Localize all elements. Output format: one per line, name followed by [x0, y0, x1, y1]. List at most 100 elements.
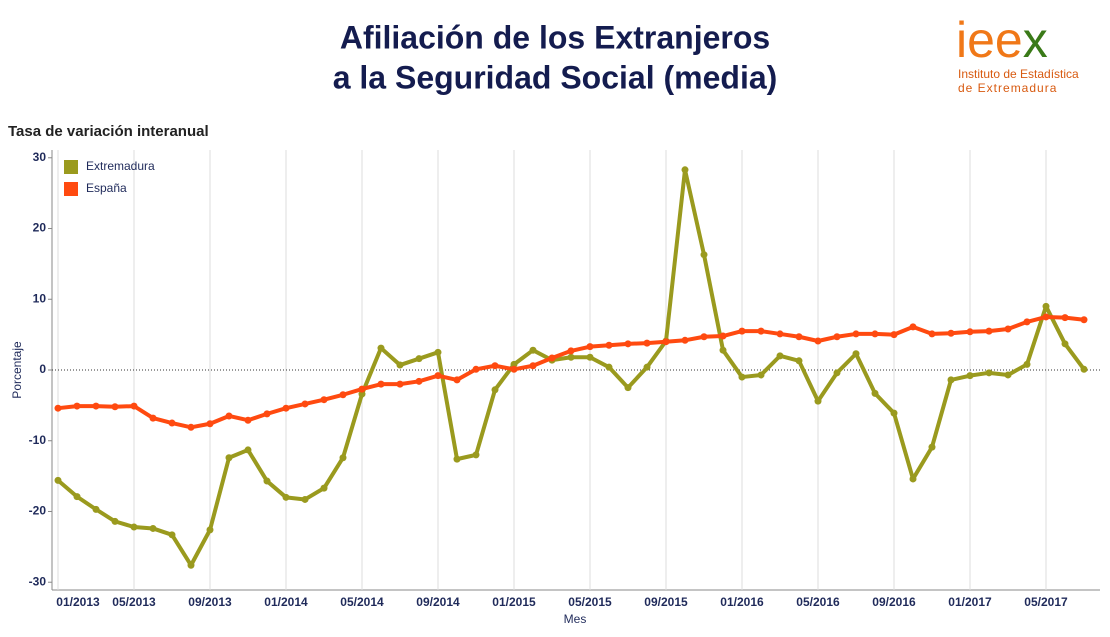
y-tick-label: 0: [39, 362, 46, 376]
point: [472, 451, 480, 459]
point: [833, 333, 841, 341]
logo-text: Instituto de Estadística: [958, 67, 1079, 81]
point: [1023, 318, 1031, 326]
point: [396, 361, 404, 369]
point: [434, 348, 442, 356]
point: [966, 328, 974, 336]
point: [643, 339, 651, 347]
point: [149, 524, 157, 532]
point: [301, 400, 309, 408]
point: [1080, 316, 1088, 324]
point: [1004, 371, 1012, 379]
y-tick-label: 10: [33, 291, 47, 305]
point: [605, 341, 613, 349]
point: [510, 360, 518, 368]
point: [320, 484, 328, 492]
y-tick-label: -20: [29, 504, 47, 518]
point: [1023, 360, 1031, 368]
point: [339, 391, 347, 399]
point: [719, 346, 727, 354]
subtitle: Tasa de variación interanual: [8, 123, 209, 140]
point: [871, 389, 879, 397]
legend-swatch: [64, 182, 78, 196]
point: [909, 323, 917, 331]
y-axis-label: Porcentaje: [10, 341, 24, 399]
point: [206, 420, 214, 428]
point: [472, 365, 480, 373]
legend-label: Extremadura: [86, 159, 155, 173]
point: [415, 377, 423, 385]
point: [947, 329, 955, 337]
x-tick-label: 05/2017: [1024, 595, 1068, 609]
series: [54, 313, 1088, 431]
x-tick-label: 05/2013: [112, 595, 156, 609]
point: [206, 526, 214, 534]
point: [282, 404, 290, 412]
point: [928, 443, 936, 451]
point: [852, 330, 860, 338]
point: [1080, 365, 1088, 373]
x-tick-label: 05/2014: [340, 595, 384, 609]
point: [1061, 314, 1069, 322]
point: [662, 338, 670, 346]
point: [187, 561, 195, 569]
point: [111, 403, 119, 411]
point: [396, 380, 404, 388]
point: [453, 455, 461, 463]
point: [168, 419, 176, 427]
point: [54, 476, 62, 484]
x-tick-label: 01/2013: [56, 595, 100, 609]
point: [453, 376, 461, 384]
x-tick-label: 09/2015: [644, 595, 688, 609]
x-tick-label: 09/2013: [188, 595, 232, 609]
point: [111, 517, 119, 525]
point: [358, 385, 366, 393]
point: [643, 363, 651, 371]
x-tick-label: 09/2016: [872, 595, 916, 609]
point: [510, 365, 518, 373]
point: [548, 354, 556, 362]
point: [624, 384, 632, 392]
point: [73, 402, 81, 410]
point: [377, 344, 385, 352]
point: [529, 346, 537, 354]
point: [92, 505, 100, 513]
point: [738, 327, 746, 335]
point: [1061, 340, 1069, 348]
point: [700, 333, 708, 341]
point: [54, 404, 62, 412]
point: [491, 386, 499, 394]
y-tick-label: 20: [33, 221, 47, 235]
y-tick-label: -30: [29, 574, 47, 588]
point: [852, 350, 860, 358]
x-tick-label: 01/2014: [264, 595, 308, 609]
point: [738, 373, 746, 381]
point: [814, 397, 822, 405]
y-tick-label: -10: [29, 433, 47, 447]
point: [871, 330, 879, 338]
point: [263, 410, 271, 418]
point: [719, 332, 727, 340]
point: [795, 333, 803, 341]
x-tick-label: 05/2015: [568, 595, 612, 609]
point: [263, 477, 271, 485]
point: [681, 336, 689, 344]
legend-label: España: [86, 181, 127, 195]
point: [567, 353, 575, 361]
point: [624, 340, 632, 348]
x-tick-label: 05/2016: [796, 595, 840, 609]
point: [149, 414, 157, 422]
point: [586, 353, 594, 361]
point: [244, 416, 252, 424]
x-axis-label: Mes: [564, 612, 587, 626]
point: [776, 330, 784, 338]
point: [377, 380, 385, 388]
point: [73, 493, 81, 501]
series: [54, 166, 1088, 569]
point: [586, 343, 594, 351]
point: [1042, 313, 1050, 321]
point: [833, 369, 841, 377]
logo-text: de Extremadura: [958, 81, 1057, 95]
point: [890, 331, 898, 339]
